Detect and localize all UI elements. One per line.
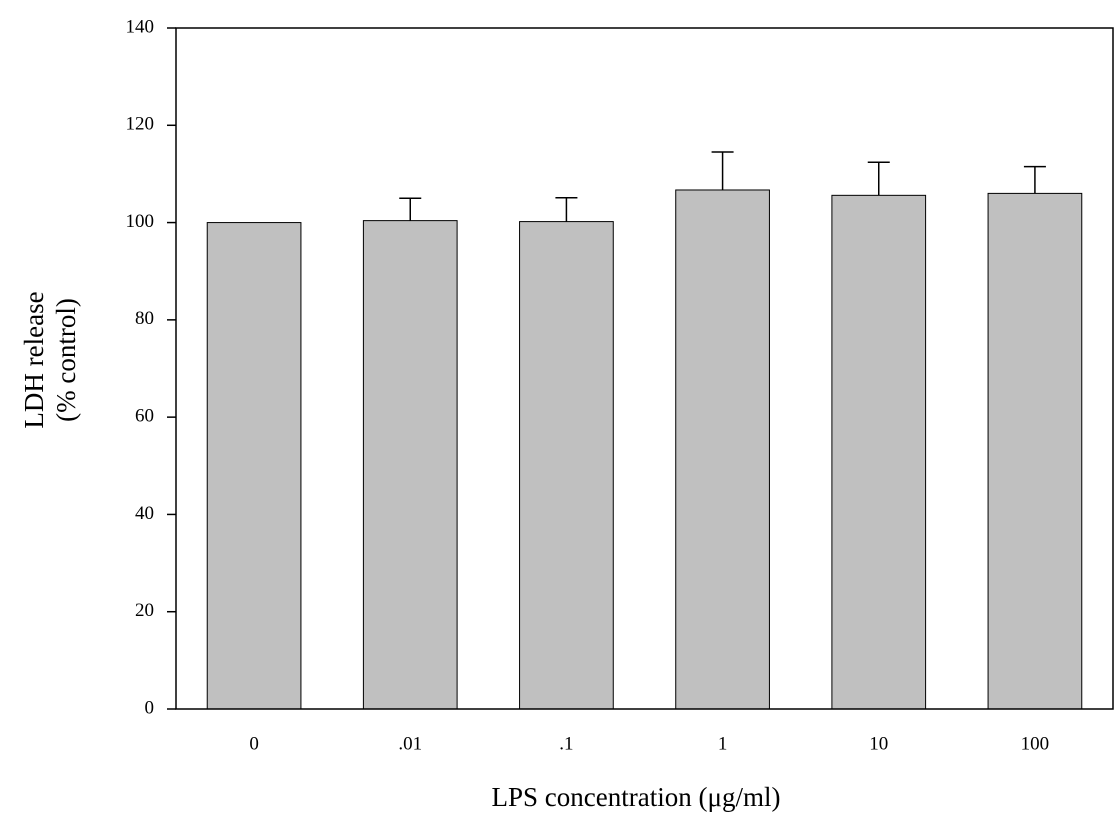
y-tick-label: 100 (126, 211, 155, 232)
y-tick-label: 0 (145, 697, 155, 718)
bar (675, 189, 770, 710)
bar (519, 221, 614, 710)
y-tick-label: 20 (135, 600, 154, 621)
y-tick-label: 140 (126, 16, 155, 37)
error-bar (555, 197, 578, 222)
y-tick-label: 40 (135, 503, 154, 524)
x-tick-label: 0 (249, 733, 259, 754)
x-axis-title: LPS concentration (μg/ml) (492, 782, 781, 812)
x-tick-label: .1 (559, 733, 573, 754)
bar (362, 220, 458, 710)
x-tick-label: .01 (398, 733, 422, 754)
error-bar (867, 161, 890, 196)
bar (987, 192, 1083, 710)
error-bar (1023, 165, 1046, 194)
x-tick-label: 10 (869, 733, 888, 754)
x-tick-label: 100 (1021, 733, 1050, 754)
y-tick-label: 80 (135, 308, 154, 329)
y-axis-title-line: LDH release (19, 291, 49, 428)
y-axis-title: LDH release (% control) (19, 291, 81, 428)
bar (206, 222, 302, 710)
y-tick-label: 120 (126, 114, 155, 135)
x-tick-label: 1 (718, 733, 728, 754)
y-tick-label: 60 (135, 406, 154, 427)
plot-frame (175, 27, 1114, 710)
error-bar (399, 197, 422, 221)
error-bar (711, 151, 734, 190)
y-axis-title-line: (% control) (51, 298, 81, 422)
bar (831, 194, 927, 710)
